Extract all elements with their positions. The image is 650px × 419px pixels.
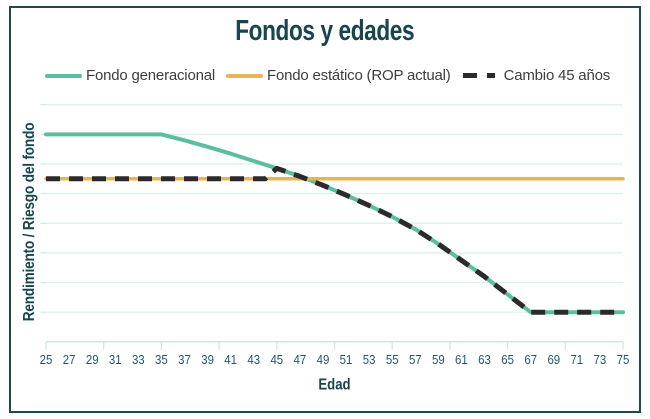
legend-label: Cambio 45 años [503, 67, 611, 84]
dashed-line-swatch-icon [462, 73, 500, 78]
x-tick-label: 33 [132, 352, 145, 367]
x-tick-label: 43 [247, 352, 260, 367]
chart-title-row: Fondos y edades [0, 15, 650, 48]
chart-title: Fondos y edades [235, 15, 415, 47]
x-tick-label: 71 [570, 352, 583, 367]
legend-item-fondo-estatico: Fondo estático (ROP actual) [226, 67, 451, 84]
y-axis-title: Rendimiento / Riesgo del fondo [21, 123, 38, 322]
x-tick-label: 49 [317, 352, 330, 367]
x-tick-label: 45 [270, 352, 283, 367]
x-tick-label: 25 [40, 352, 53, 367]
x-tick-label: 55 [386, 352, 399, 367]
x-tick-label: 51 [340, 352, 353, 367]
page-border [9, 6, 641, 413]
x-tick-label: 57 [409, 352, 422, 367]
x-tick-label: 29 [86, 352, 99, 367]
legend-label: Fondo generacional [86, 67, 215, 84]
x-tick-label: 59 [432, 352, 445, 367]
legend-item-fondo-generacional: Fondo generacional [45, 67, 215, 84]
x-tick-label: 35 [155, 352, 168, 367]
x-tick-label: 31 [109, 352, 122, 367]
x-tick-label: 69 [547, 352, 560, 367]
x-tick-label: 75 [617, 352, 630, 367]
x-tick-label: 39 [201, 352, 214, 367]
x-tick-label: 37 [178, 352, 191, 367]
x-tick-label: 41 [224, 352, 237, 367]
x-tick-label: 65 [501, 352, 514, 367]
teal-line-swatch-icon [45, 73, 82, 78]
orange-line-swatch-icon [226, 73, 263, 78]
x-tick-label: 53 [363, 352, 376, 367]
axis-layer [45, 341, 624, 350]
gridlines-layer [40, 104, 623, 313]
x-tick-label: 73 [594, 352, 607, 367]
series-layer [44, 132, 625, 315]
chart-legend: Fondo generacional Fondo estático (ROP a… [45, 67, 610, 84]
x-tick-label: 63 [478, 352, 491, 367]
x-tick-label: 27 [63, 352, 76, 367]
x-tick-label: 47 [294, 352, 307, 367]
x-tick-label: 61 [455, 352, 468, 367]
legend-item-cambio-45: Cambio 45 años [462, 67, 610, 84]
legend-label: Fondo estático (ROP actual) [267, 67, 451, 84]
x-tick-label: 67 [524, 352, 537, 367]
x-axis-title: Edad [318, 377, 350, 394]
tick-labels-layer: 25 27 29 31 33 35 37 39 41 43 45 47 49 51 53 55 57 59 61 63… [40, 352, 630, 367]
series-line-cambio-45-a-os [46, 165, 623, 315]
series-line-fondo-generacional [44, 132, 625, 315]
